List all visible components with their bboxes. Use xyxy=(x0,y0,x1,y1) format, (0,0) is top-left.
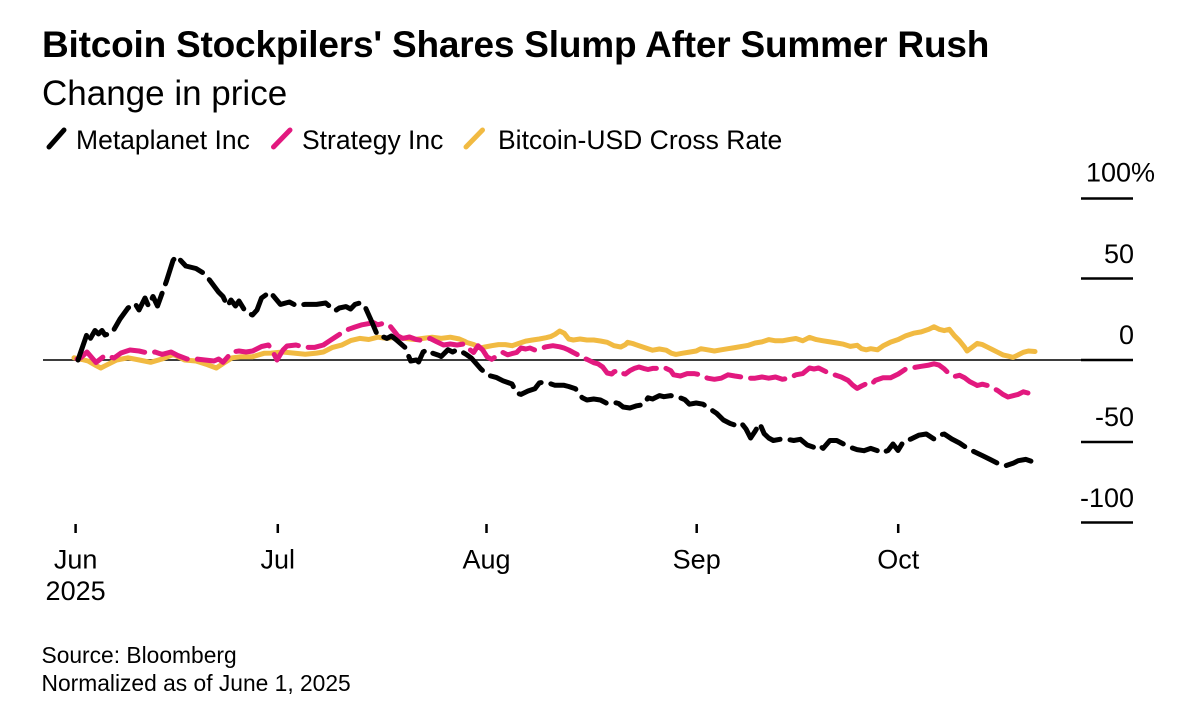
svg-text:Metaplanet Inc: Metaplanet Inc xyxy=(76,125,250,155)
svg-text:Source: Bloomberg: Source: Bloomberg xyxy=(42,642,237,668)
svg-text:2025: 2025 xyxy=(46,576,106,606)
svg-text:0: 0 xyxy=(1119,320,1134,350)
svg-text:Change in price: Change in price xyxy=(42,74,287,113)
svg-text:Jul: Jul xyxy=(261,545,296,575)
svg-text:-100: -100 xyxy=(1080,483,1134,513)
svg-text:50: 50 xyxy=(1104,239,1134,269)
svg-text:-50: -50 xyxy=(1095,402,1134,432)
svg-text:100%: 100% xyxy=(1086,158,1155,188)
svg-text:Normalized as of June 1, 2025: Normalized as of June 1, 2025 xyxy=(42,670,351,696)
svg-text:Sep: Sep xyxy=(673,545,721,575)
svg-text:Bitcoin-USD Cross Rate: Bitcoin-USD Cross Rate xyxy=(498,125,782,155)
svg-text:Jun: Jun xyxy=(54,545,98,575)
svg-text:Oct: Oct xyxy=(877,545,920,575)
svg-text:Aug: Aug xyxy=(462,545,510,575)
svg-text:Bitcoin Stockpilers' Shares Sl: Bitcoin Stockpilers' Shares Slump After … xyxy=(42,24,989,65)
svg-text:Strategy Inc: Strategy Inc xyxy=(302,125,443,155)
